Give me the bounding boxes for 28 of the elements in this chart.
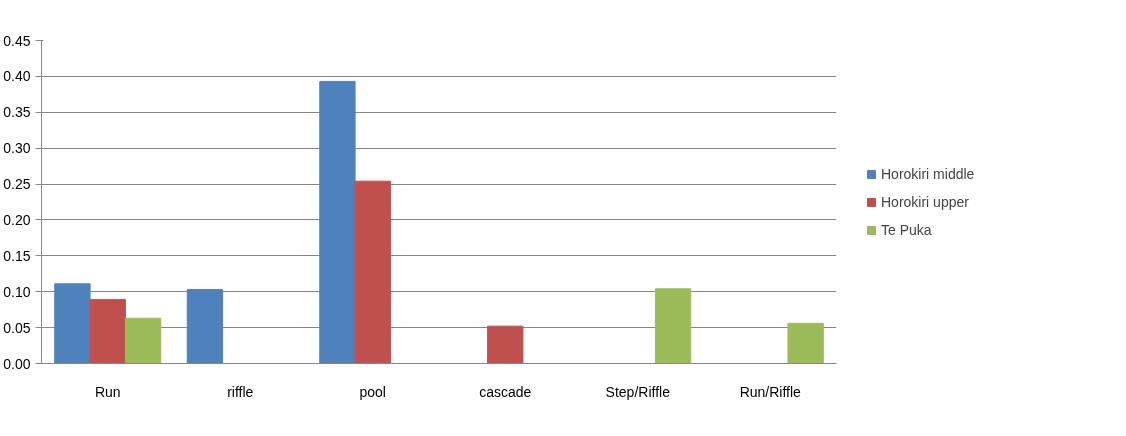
legend-label: Horokiri middle xyxy=(881,165,975,182)
bar xyxy=(54,283,91,364)
x-tick-label: Run/Riffle xyxy=(739,383,802,400)
y-tick-label: 0.40 xyxy=(3,68,31,85)
bar xyxy=(186,289,224,364)
bar xyxy=(124,317,162,364)
y-tick-label: 0.15 xyxy=(3,247,31,264)
bar xyxy=(654,288,692,364)
legend-label: Te Puka xyxy=(881,221,932,238)
y-tick-label: 0.10 xyxy=(3,283,31,300)
x-tick-label: Run xyxy=(94,383,121,400)
x-tick-label: pool xyxy=(359,383,386,400)
bar xyxy=(354,180,391,364)
y-tick-label: 0.05 xyxy=(3,319,31,336)
bar xyxy=(319,80,356,364)
y-tick-label: 0.25 xyxy=(3,176,31,193)
x-tick-label: Step/Riffle xyxy=(605,383,671,400)
x-tick-label: cascade xyxy=(479,383,532,400)
y-tick-label: 0.45 xyxy=(3,32,31,49)
y-tick-label: 0.35 xyxy=(3,104,31,121)
bar xyxy=(787,322,824,364)
y-tick-label: 0.00 xyxy=(3,355,31,372)
y-tick-label: 0.20 xyxy=(3,211,31,228)
legend-label: Horokiri upper xyxy=(881,193,969,210)
bar xyxy=(89,299,126,364)
bar xyxy=(487,325,524,364)
x-tick-label: riffle xyxy=(227,383,254,400)
y-tick-label: 0.30 xyxy=(3,140,31,157)
